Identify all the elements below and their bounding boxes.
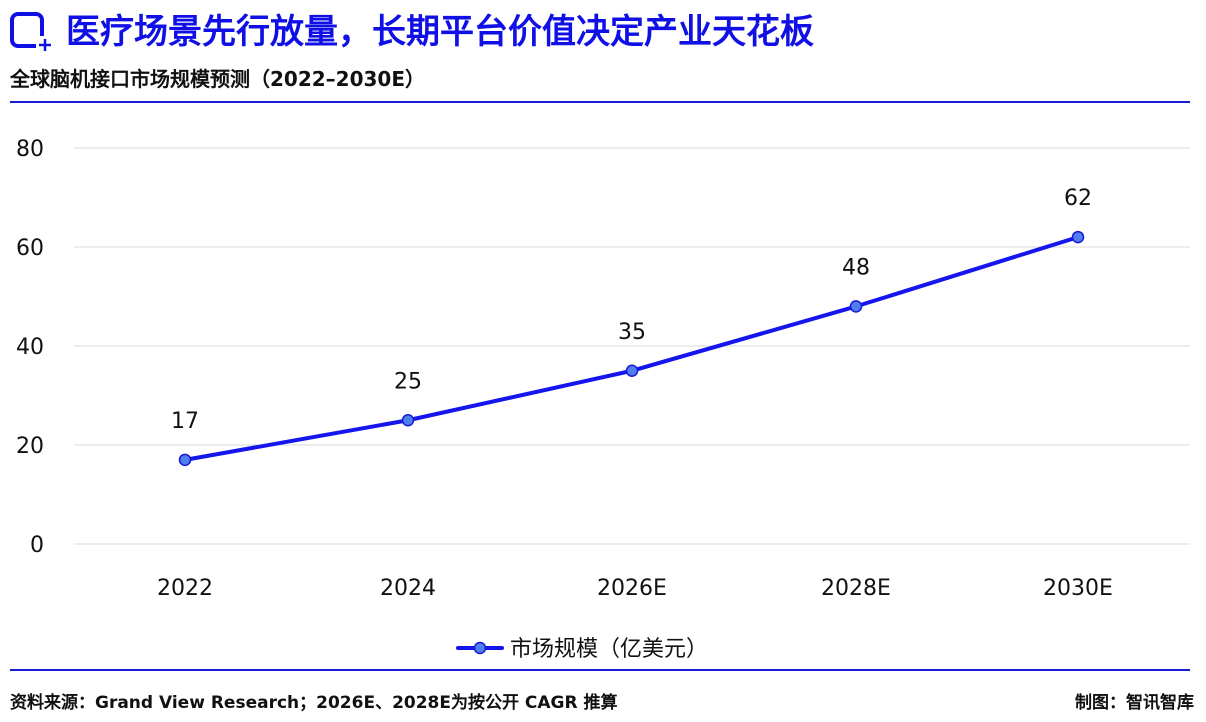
y-tick-label: 80 [16,137,44,162]
legend-label: 市场规模（亿美元） [510,637,708,662]
data-label: 62 [1064,186,1092,211]
y-tick-label: 0 [30,533,44,558]
brand-logo-icon [10,12,54,52]
x-tick-label: 2028E [821,576,891,601]
header-divider [10,101,1190,103]
legend-marker [473,641,487,655]
x-tick-label: 2024 [380,576,436,601]
data-label: 35 [618,320,646,345]
data-labels: 17 25 35 48 62 [171,186,1092,434]
data-point [178,453,192,467]
x-tick-label: 2026E [597,576,667,601]
data-point [849,300,863,313]
data-label: 25 [394,369,422,394]
data-label: 48 [842,255,870,280]
data-point [625,364,639,377]
series-layer [178,230,1085,467]
x-tick-label: 2030E [1043,576,1113,601]
data-point [401,414,415,427]
series-line [183,235,1080,462]
x-tick-label: 2022 [157,576,213,601]
footer-divider [10,669,1190,671]
chart-credit: 制图：智讯智库 [1075,693,1194,713]
y-tick-label: 60 [16,236,44,261]
x-tick-labels: 2022 2024 2026E 2028E 2030E [157,576,1113,601]
page-title: 医疗场景先行放量，长期平台价值决定产业天花板 [66,12,814,52]
data-point [1071,230,1085,244]
chart-subtitle: 全球脑机接口市场规模预测（2022–2030E） [10,67,425,91]
y-tick-label: 20 [16,434,44,459]
y-tick-labels: 0 20 40 60 80 [16,137,44,558]
grid-lines [74,147,1190,545]
source-note: 资料来源：Grand View Research；2026E、2028E为按公开… [10,693,618,713]
legend: 市场规模（亿美元） [456,637,708,662]
y-tick-label: 40 [16,335,44,360]
data-label: 17 [171,409,199,434]
